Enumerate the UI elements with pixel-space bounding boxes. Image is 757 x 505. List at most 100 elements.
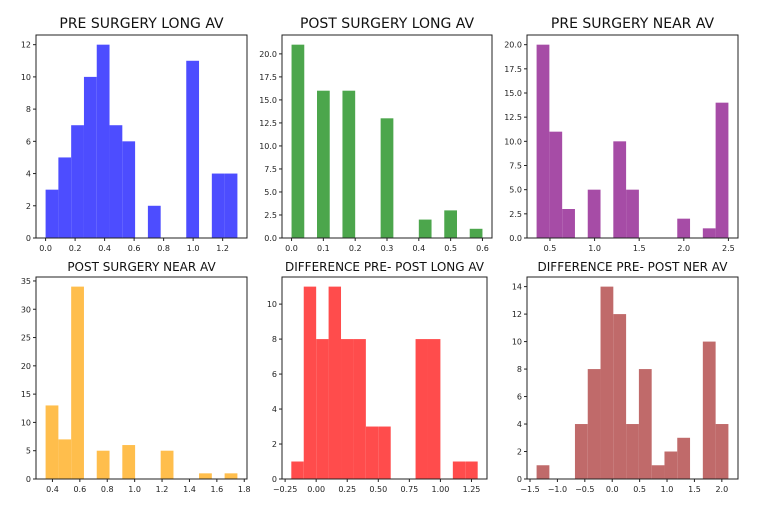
histogram-bar	[96, 450, 110, 479]
y-tick-label: 20	[21, 362, 31, 371]
y-tick-label: 17.5	[504, 65, 522, 74]
y-tick-label: 25	[21, 334, 31, 343]
histogram-bar	[651, 465, 665, 479]
x-tick-label: 0.5	[633, 485, 646, 494]
y-tick-label: 10	[21, 73, 31, 82]
histogram-bar	[328, 286, 342, 479]
y-tick-label: 15.0	[259, 96, 277, 105]
x-tick-label: 0.2	[349, 244, 362, 253]
x-tick-label: 1.00	[432, 485, 450, 494]
histogram-bar	[626, 424, 639, 479]
histogram-bar	[224, 473, 238, 479]
histogram-bar	[536, 44, 550, 238]
histogram-bar	[549, 131, 563, 238]
y-tick-label: 10	[267, 300, 277, 309]
x-tick-label: 2.0	[715, 485, 728, 494]
y-tick-label: 20.0	[504, 41, 522, 50]
histogram-bar	[452, 461, 466, 479]
histogram-bar	[71, 125, 84, 238]
y-tick-label: 0.0	[264, 234, 277, 243]
y-tick-label: 12.5	[259, 119, 277, 128]
histogram-bar	[45, 189, 59, 238]
histogram-bar	[291, 44, 305, 238]
histogram-bar	[427, 339, 441, 479]
y-tick-label: 7.5	[509, 162, 522, 171]
histogram-bar	[303, 286, 317, 479]
x-tick-label: 0.6	[128, 244, 141, 253]
histogram-bar	[715, 102, 729, 239]
x-tick-label: −0.25	[273, 485, 298, 494]
axes-frame	[281, 276, 488, 480]
histogram-bar	[638, 369, 652, 479]
histogram-bar	[626, 189, 639, 238]
x-tick-label: 0.25	[338, 485, 356, 494]
x-tick-label: 1.8	[238, 485, 251, 494]
y-tick-label: 12	[512, 310, 522, 319]
y-tick-label: 8	[272, 335, 277, 344]
histogram-bar	[291, 461, 304, 479]
chart-title: DIFFERENCE PRE- POST LONG AV	[285, 260, 485, 274]
y-tick-label: 20.0	[259, 50, 277, 59]
histogram-bar	[677, 437, 691, 479]
histogram-bar	[224, 173, 238, 238]
x-tick-label: 1.5	[633, 244, 646, 253]
x-tick-label: 1.6	[210, 485, 223, 494]
y-tick-label: 2	[272, 440, 277, 449]
y-tick-label: 8	[517, 365, 522, 374]
y-tick-label: 15.0	[504, 89, 522, 98]
x-tick-label: 0.6	[73, 485, 86, 494]
histogram-bar	[316, 339, 329, 479]
histogram-bar	[109, 125, 123, 238]
histogram-bar	[83, 76, 97, 238]
histogram-panel: 0.4 0.6 0.8 1.0 1.2 1.4 1.6 1.8 0 5 10 15 20 25 30 35 PO…	[21, 260, 251, 494]
x-tick-label: 1.0	[187, 244, 200, 253]
histogram-bar	[122, 141, 136, 238]
x-tick-label: 0.0	[39, 244, 52, 253]
x-tick-label: 0.0	[285, 244, 298, 253]
x-tick-label: 1.25	[463, 485, 481, 494]
y-tick-label: 17.5	[259, 73, 277, 82]
histogram-bar	[536, 465, 550, 479]
x-tick-label: 1.0	[128, 485, 141, 494]
axes-frame	[35, 276, 248, 480]
chart-title: PRE SURGERY LONG AV	[59, 16, 224, 32]
histogram-bar	[600, 286, 614, 479]
histogram-bar	[45, 405, 59, 479]
x-tick-label: 1.2	[156, 485, 169, 494]
y-tick-label: 5.0	[509, 186, 522, 195]
x-tick-label: 0.6	[476, 244, 489, 253]
histogram-bar	[380, 118, 394, 238]
x-tick-label: 0.0	[606, 485, 619, 494]
x-tick-label: 1.0	[588, 244, 601, 253]
y-tick-label: 8	[26, 105, 31, 114]
chart-title: PRE SURGERY NEAR AV	[551, 16, 715, 32]
y-tick-label: 0	[517, 475, 522, 484]
histogram-bar	[587, 189, 601, 238]
x-tick-label: 0.4	[98, 244, 111, 253]
axes-frame	[35, 34, 248, 239]
histogram-bar	[702, 341, 716, 479]
y-tick-label: 15	[21, 390, 31, 399]
y-tick-label: 14	[512, 283, 522, 292]
histogram-bar	[96, 44, 110, 238]
y-tick-label: 2	[517, 448, 522, 457]
histogram-bar	[574, 424, 588, 479]
x-tick-label: 0.8	[101, 485, 114, 494]
x-tick-label: 0.5	[544, 244, 557, 253]
histogram-bar	[353, 339, 366, 479]
x-tick-label: −1.0	[548, 485, 567, 494]
x-tick-label: 1.0	[661, 485, 674, 494]
histogram-bar	[199, 473, 212, 479]
histogram-bar	[587, 369, 601, 479]
y-tick-label: 35	[21, 277, 31, 286]
histogram-bar	[702, 228, 716, 238]
y-tick-label: 7.5	[264, 165, 277, 174]
y-tick-label: 2	[26, 202, 31, 211]
histogram-bar	[341, 339, 354, 479]
y-tick-label: 0.0	[509, 234, 522, 243]
x-tick-label: 0.75	[400, 485, 418, 494]
y-tick-label: 0	[26, 475, 31, 484]
axes-frame	[526, 276, 739, 480]
histogram-panel: 0.0 0.1 0.2 0.3 0.4 0.5 0.6 0.0 2.5 5.0 7.5 10.0 12.…	[259, 16, 493, 253]
